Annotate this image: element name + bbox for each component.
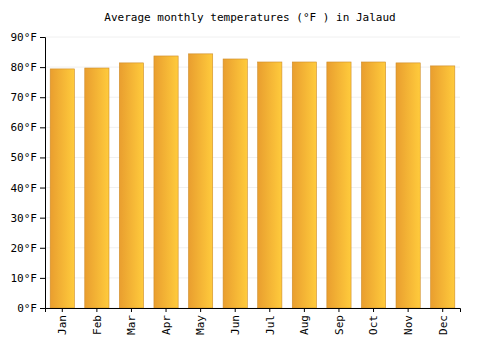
x-tick-mark: [408, 308, 409, 312]
y-tick-mark: [40, 37, 45, 38]
bar: [85, 68, 109, 308]
bar: [327, 62, 351, 308]
x-tick-label: Sep: [333, 315, 346, 335]
bar: [396, 63, 420, 308]
x-tick-mark: [373, 308, 374, 312]
x-tick-mark: [304, 308, 305, 312]
y-tick: 10°F: [11, 272, 46, 285]
x-tick-mark: [131, 308, 132, 312]
y-tick: 20°F: [11, 242, 46, 255]
x-tick: Nov: [402, 308, 415, 335]
x-tick-label: Jan: [56, 315, 69, 335]
y-tick: 0°F: [17, 302, 45, 315]
bar: [361, 62, 385, 308]
x-tick: Dec: [437, 308, 450, 335]
x-tick-mark: [442, 308, 443, 312]
bar: [119, 63, 143, 308]
bar: [258, 62, 282, 308]
x-tick-mark: [62, 308, 63, 312]
y-tick-label: 90°F: [11, 31, 38, 44]
x-tick: Jun: [229, 308, 242, 335]
x-axis: Jan Feb Mar Apr May Jun Jul Aug Sep Oct Nov Dec: [46, 308, 461, 335]
x-tick-label: Apr: [160, 315, 173, 335]
x-tick: May: [194, 308, 207, 335]
bar: [189, 54, 213, 308]
y-tick-mark: [40, 278, 45, 279]
bar: [50, 69, 74, 308]
y-tick-label: 80°F: [11, 61, 38, 74]
x-tick-label: Mar: [125, 315, 138, 335]
chart: Average monthly temperatures (°F ) in Ja…: [0, 0, 500, 350]
x-tick: Aug: [298, 308, 311, 335]
x-tick: Jan: [56, 308, 69, 335]
y-tick-label: 0°F: [17, 302, 37, 315]
y-tick: 30°F: [11, 212, 46, 225]
x-tick: Apr: [160, 308, 173, 335]
y-tick-mark: [40, 157, 45, 158]
y-tick: 40°F: [11, 182, 46, 195]
x-tick: Jul: [264, 308, 277, 335]
x-tick: Sep: [333, 308, 346, 335]
grid: [45, 37, 460, 308]
y-tick: 80°F: [11, 61, 46, 74]
bar: [154, 56, 178, 308]
x-tick-label: Aug: [298, 315, 311, 335]
y-tick-mark: [40, 97, 45, 98]
y-tick-mark: [40, 308, 45, 309]
x-tick-mark: [338, 308, 339, 312]
bar: [223, 59, 247, 308]
y-tick-label: 10°F: [11, 272, 38, 285]
x-axis-line: [46, 309, 461, 313]
y-tick-mark: [40, 127, 45, 128]
x-tick-mark: [269, 308, 270, 312]
y-tick-label: 30°F: [11, 212, 38, 225]
bar: [431, 66, 455, 308]
bar: [292, 62, 316, 308]
y-tick-label: 50°F: [11, 151, 38, 164]
x-tick-label: Feb: [91, 315, 104, 335]
x-tick-label: Jun: [229, 315, 242, 335]
x-tick-label: Nov: [402, 315, 415, 335]
y-tick-label: 60°F: [11, 121, 38, 134]
bars: [50, 54, 455, 308]
x-tick-mark: [200, 308, 201, 312]
title: Average monthly temperatures (°F ) in Ja…: [104, 11, 395, 24]
y-tick-mark: [40, 248, 45, 249]
x-tick: Feb: [91, 308, 104, 335]
y-tick: 50°F: [11, 151, 46, 164]
x-tick: Mar: [125, 308, 138, 335]
x-tick-label: Jul: [264, 315, 277, 335]
plot: 0°F 10°F 20°F 30°F 40°F 50°F 60°F 70°F 80°F 90°F J…: [11, 31, 461, 335]
y-tick-mark: [40, 67, 45, 68]
y-tick-label: 20°F: [11, 242, 38, 255]
x-tick-label: Dec: [437, 315, 450, 335]
grid-line: [45, 37, 460, 38]
y-tick-mark: [40, 218, 45, 219]
y-tick: 90°F: [11, 31, 46, 44]
y-axis: 0°F 10°F 20°F 30°F 40°F 50°F 60°F 70°F 80°F 90°F: [11, 31, 46, 315]
x-tick-label: May: [194, 315, 207, 335]
y-tick-label: 70°F: [11, 91, 38, 104]
y-tick-label: 40°F: [11, 182, 38, 195]
y-tick-mark: [40, 188, 45, 189]
x-tick-mark: [235, 308, 236, 312]
x-tick-label: Oct: [367, 315, 380, 335]
y-axis-line: [40, 38, 46, 309]
x-tick-mark: [96, 308, 97, 312]
y-tick: 70°F: [11, 91, 46, 104]
y-tick: 60°F: [11, 121, 46, 134]
x-tick-mark: [166, 308, 167, 312]
x-tick: Oct: [367, 308, 380, 335]
